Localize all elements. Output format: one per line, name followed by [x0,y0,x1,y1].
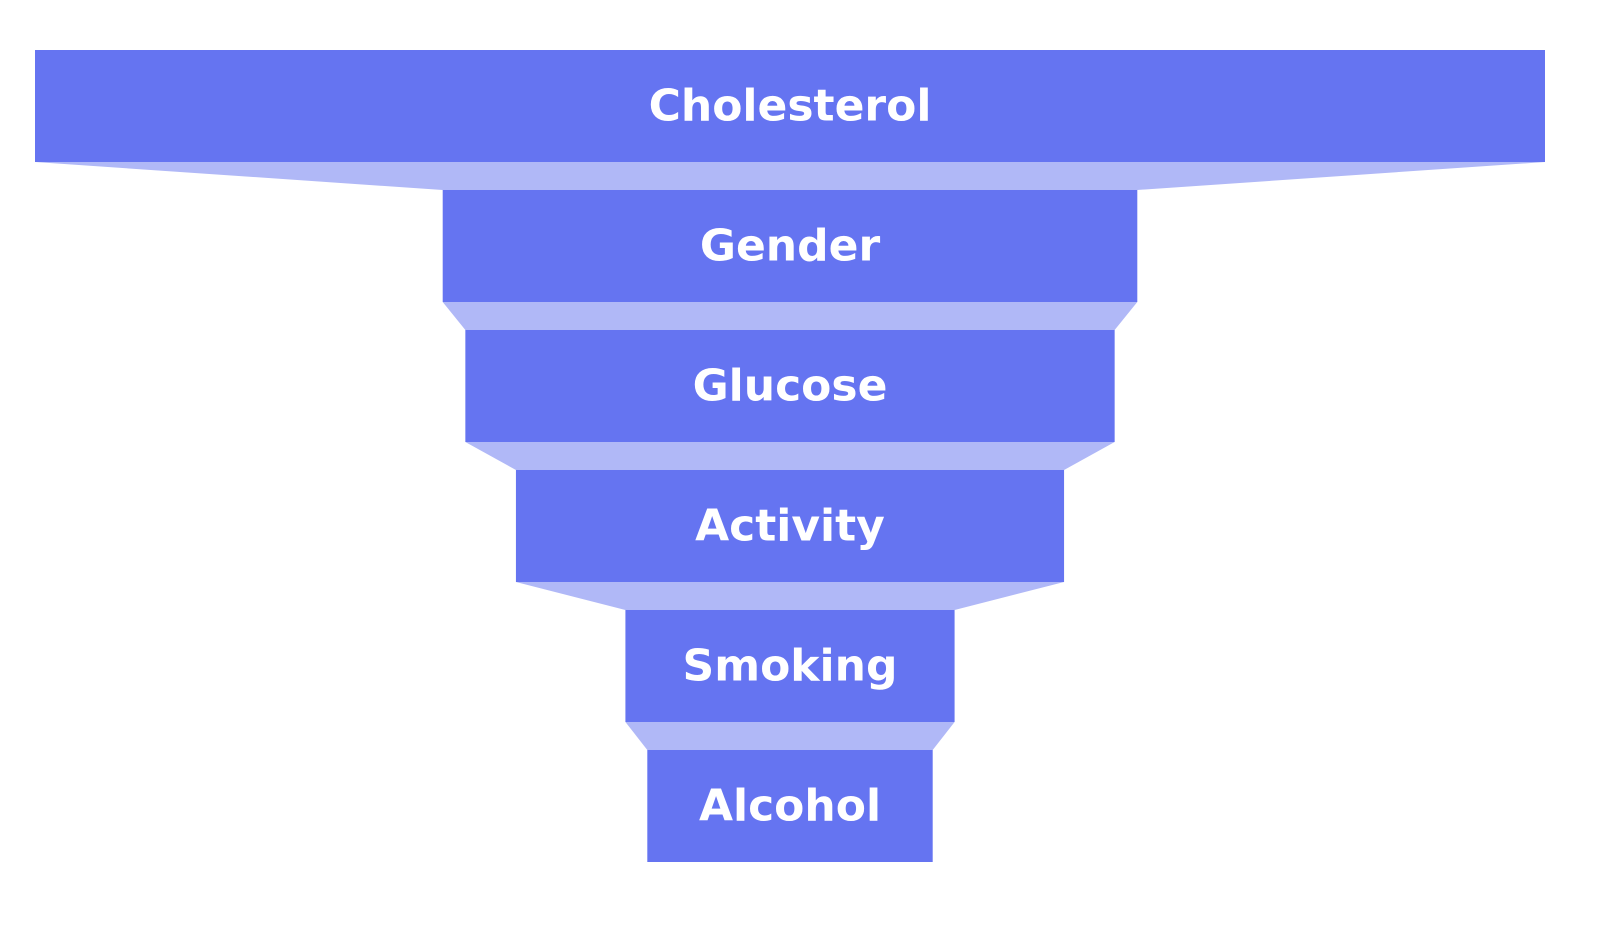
funnel-connector-5 [625,722,955,750]
funnel-bar-alcohol [647,750,933,862]
funnel-label-cholesterol: Cholesterol [649,81,932,132]
funnel-bar-activity [515,470,1065,582]
funnel-bar-smoking [625,610,955,722]
funnel-connector-1 [35,162,1545,190]
funnel-label-glucose: Glucose [693,361,888,412]
funnel-label-activity: Activity [695,501,885,552]
funnel-connector-4 [515,582,1065,610]
funnel-bar-cholesterol [35,50,1545,162]
funnel-bar-glucose [465,330,1115,442]
funnel-bar-gender [442,190,1138,302]
funnel-label-gender: Gender [700,221,881,272]
funnel-connector-3 [465,442,1115,470]
funnel-label-smoking: Smoking [683,641,898,692]
funnel-label-alcohol: Alcohol [699,781,881,832]
funnel-connector-2 [442,302,1138,330]
